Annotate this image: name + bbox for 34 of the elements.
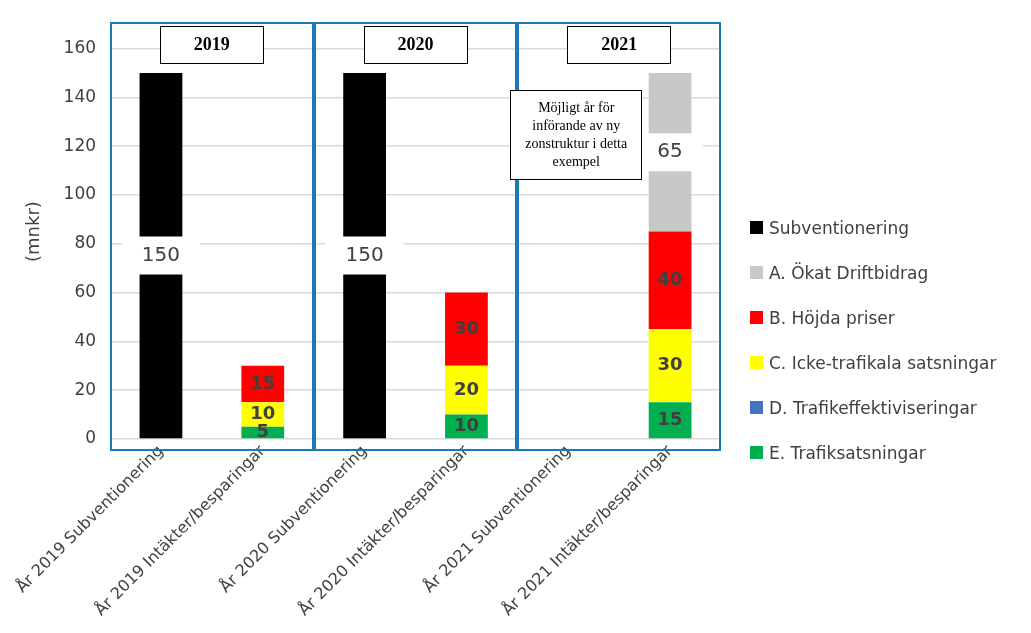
y-tick-label: 40 bbox=[74, 329, 97, 350]
y-tick-label: 80 bbox=[74, 232, 97, 253]
data-label: 150 bbox=[345, 241, 384, 266]
year-label-box: 2021 bbox=[567, 26, 672, 65]
legend-label: D. Trafikeffektiviseringar bbox=[769, 397, 977, 418]
data-label: 20 bbox=[453, 377, 479, 399]
y-tick-label: 0 bbox=[85, 427, 97, 448]
y-tick-label: 120 bbox=[63, 134, 97, 155]
legend-label: C. Icke-trafikala satsningar bbox=[769, 352, 997, 373]
y-tick-label: 100 bbox=[63, 183, 97, 204]
bar bbox=[445, 292, 488, 366]
legend-label: Subventionering bbox=[769, 217, 909, 238]
data-label: 15 bbox=[250, 371, 276, 393]
bar bbox=[648, 231, 692, 330]
y-axis-title: (mnkr) bbox=[22, 201, 44, 262]
note-box: Möjligt år för införande av ny zonstruktur i detta exempel bbox=[510, 90, 643, 181]
data-label: 10 bbox=[453, 413, 479, 435]
data-label: 150 bbox=[141, 241, 181, 266]
data-label: 10 bbox=[250, 402, 276, 424]
data-label: 15 bbox=[657, 407, 683, 429]
data-label: 65 bbox=[657, 138, 683, 163]
year-label-box: 2019 bbox=[159, 26, 264, 65]
y-tick-label: 60 bbox=[74, 280, 97, 301]
legend-label: E. Trafiksatsningar bbox=[769, 442, 926, 463]
data-label: 40 bbox=[657, 268, 683, 289]
y-tick-label: 140 bbox=[63, 85, 97, 106]
y-tick-label: 160 bbox=[63, 37, 97, 58]
data-label: 30 bbox=[453, 316, 479, 338]
y-tick-label: 20 bbox=[74, 378, 97, 399]
legend-label: A. Ökat Driftbidrag bbox=[769, 262, 929, 283]
data-label: 30 bbox=[657, 353, 683, 375]
year-label-box: 2020 bbox=[363, 26, 468, 65]
bar bbox=[648, 329, 692, 403]
legend-label: B. Höjda priser bbox=[769, 307, 895, 328]
